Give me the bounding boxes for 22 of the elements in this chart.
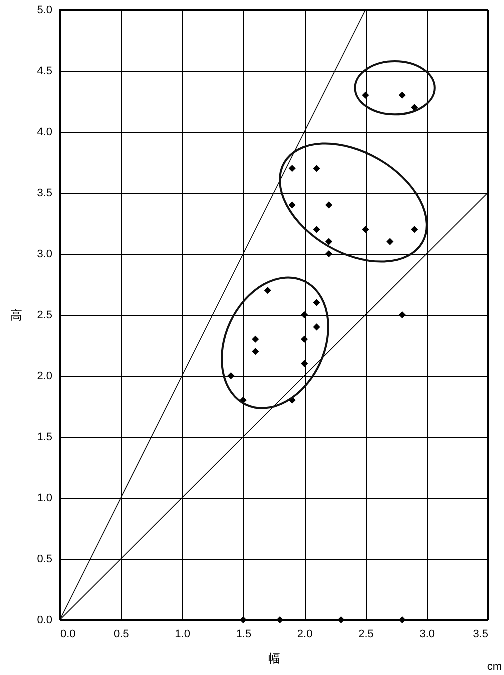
y-tick-label: 2.0 <box>37 370 52 382</box>
y-tick-label: 4.0 <box>37 126 52 138</box>
y-tick-label: 2.5 <box>37 310 52 322</box>
x-tick-label: 1.0 <box>175 628 190 640</box>
x-axis-title: 幅 <box>268 652 280 666</box>
y-tick-label: 3.5 <box>37 188 52 200</box>
x-tick-label: 1.5 <box>236 628 252 640</box>
y-tick-label: 3.0 <box>37 248 52 260</box>
x-tick-label: 0.0 <box>60 628 76 640</box>
y-axis-title: 高 <box>10 308 22 322</box>
y-tick-label: 0.5 <box>37 554 52 566</box>
text: cm <box>487 661 502 673</box>
y-tick-label: 5.0 <box>37 4 52 16</box>
x-tick-label: 3.0 <box>420 628 436 640</box>
y-tick-label: 0.0 <box>37 614 52 626</box>
x-tick-label: 0.5 <box>114 628 130 640</box>
x-tick-label: 2.5 <box>358 628 374 640</box>
y-tick-label: 4.5 <box>37 66 52 78</box>
y-tick-label: 1.0 <box>37 492 52 504</box>
y-tick-label: 1.5 <box>37 432 52 444</box>
x-tick-label: 3.5 <box>473 628 488 640</box>
x-tick-label: 2.0 <box>297 628 313 640</box>
